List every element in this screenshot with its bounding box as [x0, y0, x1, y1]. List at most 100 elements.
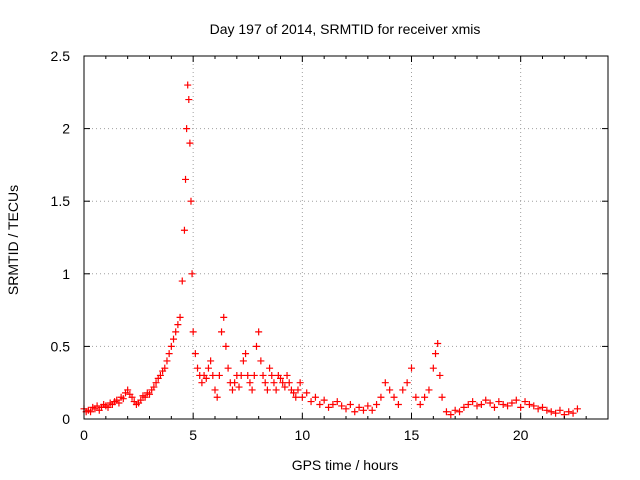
data-point: [161, 364, 169, 372]
data-point: [104, 403, 112, 411]
x-tick-label: 5: [189, 427, 197, 443]
data-point: [115, 399, 123, 407]
data-point: [547, 408, 555, 416]
data-point: [124, 386, 132, 394]
data-point: [87, 408, 95, 416]
data-point: [209, 371, 217, 379]
data-point: [222, 342, 230, 350]
data-point: [469, 398, 477, 406]
data-point: [165, 350, 173, 358]
data-point: [307, 398, 315, 406]
data-point: [486, 399, 494, 407]
data-point: [477, 400, 485, 408]
data-point: [207, 357, 215, 365]
data-point: [180, 226, 188, 234]
data-point: [355, 403, 363, 411]
data-point: [573, 405, 581, 413]
data-point: [464, 400, 472, 408]
data-point: [569, 409, 577, 417]
data-point: [93, 402, 101, 410]
data-point: [408, 364, 415, 372]
data-point: [530, 402, 538, 410]
data-point: [565, 408, 573, 416]
data-point: [268, 371, 276, 379]
data-point: [294, 386, 302, 394]
data-point: [231, 379, 239, 387]
data-point: [525, 400, 533, 408]
y-axis-label: SRMTID / TECUs: [5, 185, 21, 295]
data-point: [242, 350, 250, 358]
data-point: [174, 321, 182, 329]
data-point: [325, 403, 333, 411]
data-point: [292, 393, 300, 401]
data-point: [394, 400, 402, 408]
data-point: [283, 371, 291, 379]
data-point: [386, 386, 394, 394]
data-point: [204, 364, 212, 372]
data-point: [311, 393, 319, 401]
y-tick-label: 0: [62, 411, 70, 427]
data-point: [351, 408, 359, 416]
data-point: [176, 313, 184, 321]
data-point: [421, 393, 429, 401]
data-point: [272, 386, 280, 394]
y-tick-label: 1: [62, 266, 70, 282]
data-point: [296, 379, 304, 387]
data-point: [167, 342, 175, 350]
data-point: [257, 357, 265, 365]
data-point: [150, 383, 158, 391]
data-point: [239, 357, 247, 365]
data-point: [504, 402, 512, 410]
data-point: [277, 374, 284, 382]
data-point: [359, 406, 367, 414]
data-point: [237, 371, 245, 379]
data-point: [303, 389, 311, 397]
data-point: [342, 405, 350, 413]
data-point: [194, 364, 202, 372]
data-point: [215, 371, 223, 379]
data-point: [228, 386, 236, 394]
data-point: [473, 402, 481, 410]
data-point: [290, 389, 298, 397]
data-point: [399, 386, 407, 394]
data-point: [250, 371, 258, 379]
data-point: [266, 364, 274, 372]
data-point: [259, 371, 267, 379]
data-point: [333, 398, 341, 406]
gridlines: [84, 56, 608, 419]
data-point: [451, 406, 459, 414]
chart-title: Day 197 of 2014, SRMTID for receiver xmi…: [210, 21, 481, 37]
axis-ticks: 0 5 10 15 20 0 0.5 1 1.5 2 2.5: [51, 48, 609, 443]
data-point: [128, 393, 136, 401]
data-point: [373, 400, 381, 408]
data-point: [432, 350, 440, 358]
x-tick-label: 0: [80, 427, 88, 443]
x-tick-label: 10: [295, 427, 311, 443]
data-point: [298, 393, 306, 401]
data-point: [368, 406, 376, 414]
data-point: [552, 409, 560, 417]
data-point: [141, 393, 149, 401]
data-point: [244, 371, 252, 379]
data-point: [156, 371, 164, 379]
data-point: [436, 371, 444, 379]
data-point: [246, 379, 254, 387]
data-point: [220, 313, 228, 321]
data-points: [80, 81, 581, 419]
data-point: [456, 408, 464, 416]
data-point: [281, 383, 289, 391]
data-point: [211, 386, 219, 394]
data-point: [261, 379, 269, 387]
x-tick-label: 20: [513, 427, 529, 443]
data-point: [178, 277, 186, 285]
data-point: [188, 270, 196, 278]
data-point: [172, 328, 180, 336]
plot-frame: [83, 55, 609, 420]
data-point: [499, 400, 507, 408]
data-point: [482, 396, 490, 404]
data-point: [182, 175, 190, 183]
data-point: [447, 411, 455, 419]
data-point: [213, 393, 221, 401]
data-point: [279, 379, 287, 387]
